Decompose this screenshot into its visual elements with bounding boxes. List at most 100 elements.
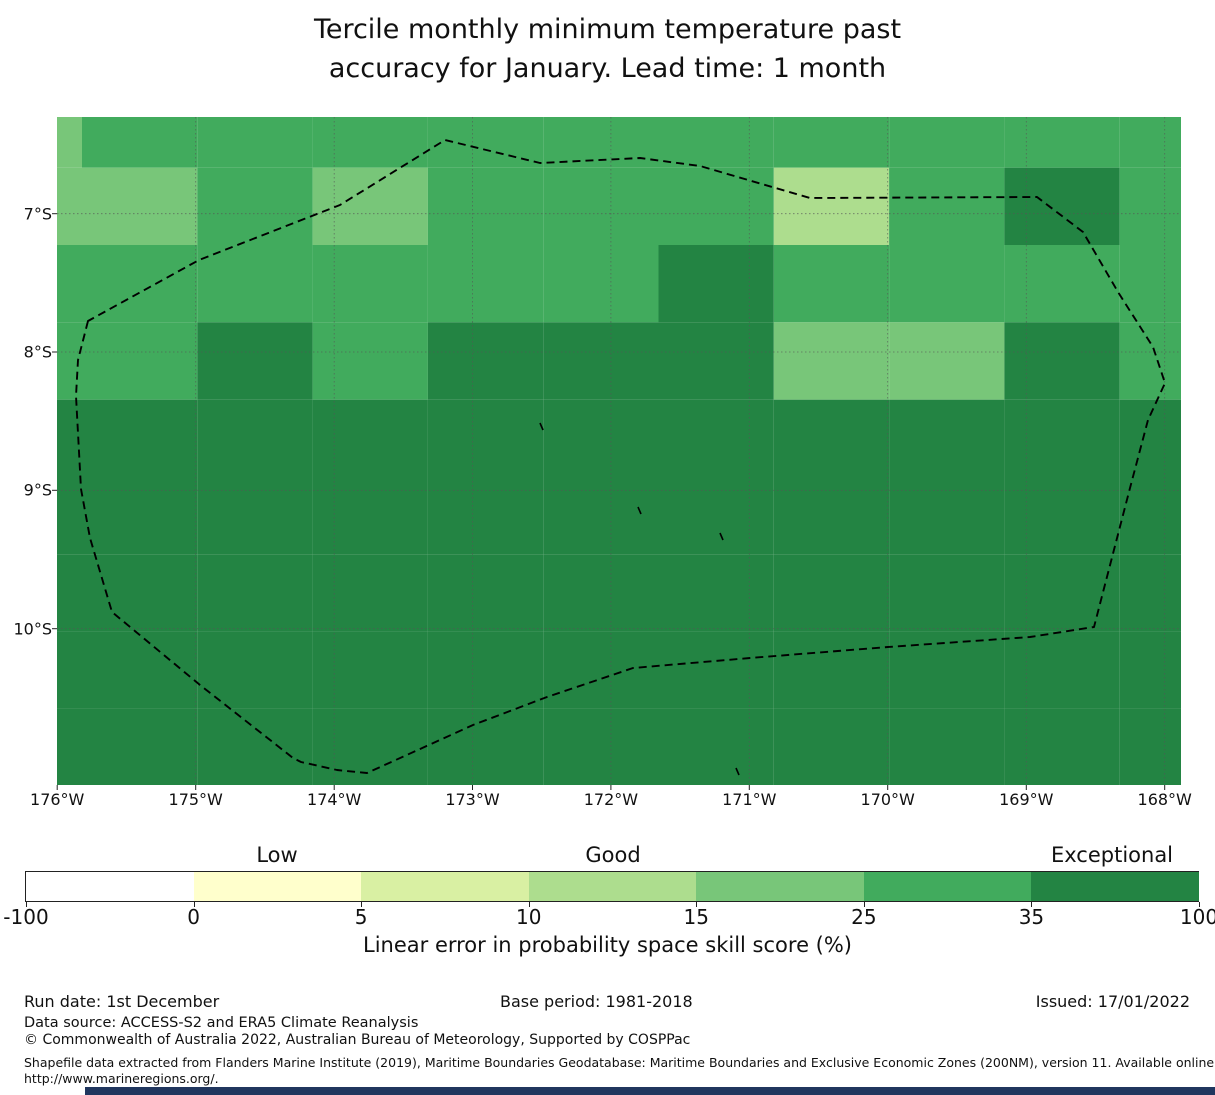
map-cell	[773, 708, 890, 785]
colorbar-tick-label: 10	[515, 905, 542, 929]
map-cell	[543, 399, 659, 477]
map-cell	[543, 708, 659, 785]
data-source-text: Data source: ACCESS-S2 and ERA5 Climate …	[24, 1015, 419, 1031]
map-cell	[1119, 399, 1181, 477]
map-cell	[82, 477, 198, 555]
map-cell	[57, 245, 82, 323]
map-cell	[312, 245, 428, 323]
map-cell	[1004, 117, 1120, 168]
map-cell	[658, 399, 774, 477]
map-cell	[57, 708, 82, 785]
colorbar-tick-mark	[528, 902, 530, 907]
map-cell	[1004, 399, 1120, 477]
map-cell	[1119, 117, 1181, 168]
title-line-1: Tercile monthly minimum temperature past	[313, 14, 902, 45]
map-cell	[773, 117, 890, 168]
map-cell	[1004, 708, 1120, 785]
x-tick-label: 169°W	[999, 790, 1054, 809]
map-cell	[1119, 167, 1181, 245]
map-cell	[773, 399, 890, 477]
map-cell	[658, 554, 774, 632]
x-tick-label: 171°W	[722, 790, 777, 809]
map-cell	[197, 631, 313, 709]
map-cell	[773, 631, 890, 709]
map-cell	[889, 322, 1005, 400]
map-cell	[57, 631, 82, 709]
y-tick-label: 9°S	[23, 480, 52, 500]
map-cell	[889, 117, 1005, 168]
colorbar-segment	[696, 872, 865, 901]
map-cell	[312, 554, 428, 632]
map-cell	[197, 399, 313, 477]
y-tick-label: 10°S	[13, 619, 52, 639]
map-cell	[427, 631, 544, 709]
colorbar-tick-mark	[696, 902, 698, 907]
map-cell	[773, 554, 890, 632]
map-cell	[543, 322, 659, 400]
map-cell	[889, 477, 1005, 555]
map-cell	[543, 477, 659, 555]
colorbar-segment	[1031, 872, 1200, 901]
title-line-2: accuracy for January. Lead time: 1 month	[328, 53, 887, 84]
map-cell	[197, 322, 313, 400]
map-cell	[1004, 167, 1120, 245]
eez-boundary-line	[75, 139, 1166, 774]
copyright-text: © Commonwealth of Australia 2022, Austra…	[24, 1032, 691, 1048]
map-cell	[658, 631, 774, 709]
colorbar-tick-label: 5	[354, 905, 368, 929]
map-cell	[543, 167, 659, 245]
map-cell	[197, 167, 313, 245]
run-date-text: Run date: 1st December	[24, 992, 220, 1011]
map-cell	[1004, 477, 1120, 555]
map-cell	[57, 167, 82, 245]
map-cell	[312, 631, 428, 709]
map-cell	[197, 245, 313, 323]
map-cell	[427, 245, 544, 323]
map-cell	[82, 167, 198, 245]
colorbar-tick-label: -100	[3, 905, 49, 929]
shapefile-note-url: http://www.marineregions.org/.	[24, 1071, 219, 1086]
x-tick-label: 168°W	[1137, 790, 1192, 809]
map-cell	[1119, 322, 1181, 400]
island-mark	[539, 422, 544, 431]
map-cell	[312, 708, 428, 785]
colorbar-segment	[863, 872, 1032, 901]
map-cell	[82, 554, 198, 632]
colorbar-axis-label: Linear error in probability space skill …	[363, 933, 852, 957]
map-cell	[197, 477, 313, 555]
colorbar-tick-label: 15	[683, 905, 710, 929]
map-cell	[1119, 554, 1181, 632]
colorbar-segment	[528, 872, 697, 901]
map-cell	[543, 554, 659, 632]
map-cell	[1004, 322, 1120, 400]
colorbar-tick-mark	[1031, 902, 1033, 907]
map-cell	[427, 554, 544, 632]
x-tick-label: 172°W	[583, 790, 639, 809]
map-cell	[82, 322, 198, 400]
map-cell	[1004, 631, 1120, 709]
map-cell	[543, 631, 659, 709]
colorbar-category-label: Exceptional	[1050, 843, 1174, 867]
map-cell	[82, 708, 198, 785]
map-cell	[889, 631, 1005, 709]
map-cell	[427, 708, 544, 785]
colorbar-tick-mark	[26, 902, 27, 907]
colorbar-segment	[361, 872, 530, 901]
colorbar-tick-label: 100	[1179, 905, 1215, 929]
colorbar-segment	[193, 872, 362, 901]
map-cell	[82, 399, 198, 477]
map-cell	[427, 167, 544, 245]
map-cell	[889, 708, 1005, 785]
map-cell	[658, 167, 774, 245]
map-cell	[312, 322, 428, 400]
map-cell	[82, 117, 198, 168]
map-cell	[82, 631, 198, 709]
colorbar-category-label: Low	[256, 843, 298, 867]
map-cell	[312, 477, 428, 555]
x-tick-label: 175°W	[168, 790, 223, 809]
colorbar-tick-label: 25	[851, 905, 877, 929]
map-cell	[1004, 245, 1120, 323]
colorbar-category-label: Good	[585, 843, 641, 867]
